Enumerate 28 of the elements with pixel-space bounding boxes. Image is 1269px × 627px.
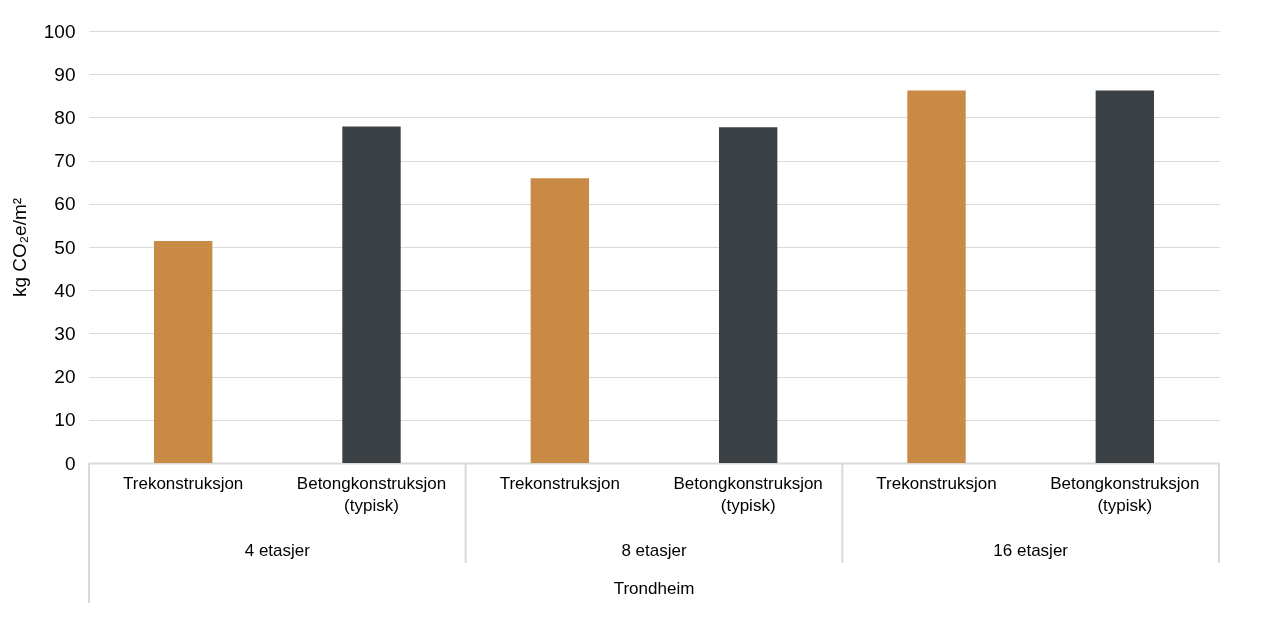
x-tick-label: Trekonstruksjon: [123, 473, 244, 493]
y-tick-label: 20: [54, 366, 76, 388]
x-tick-label: Betongkonstruksjon (typisk): [673, 473, 823, 515]
bar: [1095, 90, 1155, 463]
y-tick-label: 0: [64, 452, 76, 474]
y-tick-label: 10: [54, 409, 76, 431]
y-tick-label: 30: [54, 322, 76, 344]
bar: [718, 127, 778, 463]
y-tick-label: 50: [54, 236, 76, 258]
bar: [153, 240, 213, 463]
text: 4 etasjer: [244, 541, 311, 560]
y-tick-label: 100: [43, 20, 76, 42]
y-tick-label: 70: [54, 150, 76, 172]
y-tick-label: 90: [54, 63, 76, 85]
bar: [907, 90, 966, 463]
x-tick-label: Betongkonstruksjon (typisk): [296, 473, 447, 515]
bar: [530, 178, 590, 463]
text: 16 etasjer: [993, 541, 1069, 560]
y-tick-label: 40: [54, 279, 76, 301]
y-axis-title: kg CO₂e/m²: [8, 197, 30, 298]
text: Trondheim: [613, 579, 695, 598]
bar: [342, 126, 401, 463]
y-tick-label: 80: [54, 106, 76, 128]
text: 8 etasjer: [621, 541, 687, 560]
x-tick-label: Trekonstruksjon: [499, 473, 620, 493]
y-tick-label: 60: [54, 193, 76, 215]
x-tick-label: Betongkonstruksjon (typisk): [1050, 473, 1200, 515]
x-tick-label: Trekonstruksjon: [876, 473, 997, 493]
